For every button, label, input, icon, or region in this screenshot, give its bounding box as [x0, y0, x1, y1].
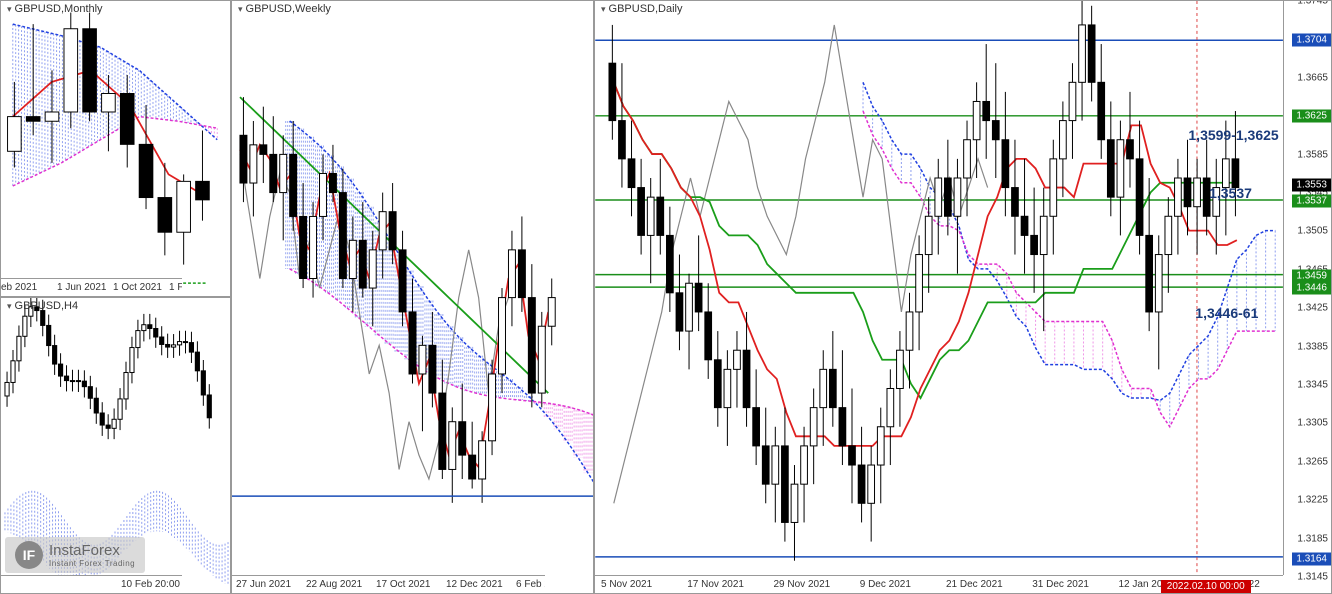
y-tick: 1.3745 — [1297, 0, 1328, 7]
daily-chart — [595, 1, 1331, 593]
price-label: 1.3446 — [1292, 282, 1331, 295]
brand-icon: IF — [15, 541, 43, 569]
brand-name: InstaForex — [49, 542, 120, 559]
y-tick: 1.3665 — [1297, 72, 1328, 83]
x-tick: eb 2021 — [1, 282, 37, 293]
annotation: 1,3599-1,3625 — [1188, 127, 1278, 143]
date-badge: 2022.02.10 00:00 — [1161, 580, 1251, 593]
annotation: 1,3446-61 — [1195, 305, 1258, 321]
price-label: 1.3704 — [1292, 34, 1331, 47]
x-tick: 9 Dec 2021 — [860, 579, 911, 590]
price-label: 1.3537 — [1292, 194, 1331, 207]
y-tick: 1.3505 — [1297, 226, 1328, 237]
h4-x-axis: 10 Feb 20:00 — [1, 575, 182, 593]
x-tick: 27 Jun 2021 — [236, 579, 291, 590]
price-label: 1.3553 — [1292, 179, 1331, 192]
x-tick: 17 Nov 2021 — [687, 579, 744, 590]
weekly-x-axis: 27 Jun 2021 22 Aug 2021 17 Oct 2021 12 Dec … — [232, 575, 545, 593]
x-tick: 5 Nov 2021 — [601, 579, 652, 590]
monthly-panel[interactable]: GBPUSD,Monthly eb 2021 1 Jun 2021 1 Oct 20… — [0, 0, 231, 297]
daily-y-axis: 1.31451.31851.32251.32651.33051.33451.33… — [1283, 1, 1331, 575]
h4-panel[interactable]: GBPUSD,H4 10 Feb 20:00 IF InstaForex Ins… — [0, 297, 231, 594]
y-tick: 1.3345 — [1297, 380, 1328, 391]
x-tick: 17 Oct 2021 — [376, 579, 430, 590]
y-tick: 1.3145 — [1297, 572, 1328, 583]
monthly-chart — [1, 1, 230, 296]
x-tick: 1 Oct 2021 — [113, 282, 162, 293]
h4-title: GBPUSD,H4 — [7, 300, 78, 312]
x-tick: 10 Feb 20:00 — [121, 579, 180, 590]
x-tick: 31 Dec 2021 — [1032, 579, 1089, 590]
monthly-title: GBPUSD,Monthly — [7, 3, 103, 15]
monthly-x-axis: eb 2021 1 Jun 2021 1 Oct 2021 1 Feb 2022 — [1, 278, 182, 296]
y-tick: 1.3385 — [1297, 341, 1328, 352]
price-label: 1.3164 — [1292, 552, 1331, 565]
y-tick: 1.3225 — [1297, 495, 1328, 506]
price-label: 1.3459 — [1292, 269, 1331, 282]
y-tick: 1.3265 — [1297, 456, 1328, 467]
weekly-chart — [232, 1, 593, 593]
watermark: IF InstaForex Instant Forex Trading — [5, 537, 145, 573]
price-label: 1.3625 — [1292, 110, 1331, 123]
x-tick: 29 Nov 2021 — [774, 579, 831, 590]
y-tick: 1.3585 — [1297, 149, 1328, 160]
brand-tagline: Instant Forex Trading — [49, 559, 135, 568]
daily-panel[interactable]: GBPUSD,Daily 1.3145 1.3185 1.3225 1.3265 1.3… — [594, 0, 1332, 594]
annotation: 1,3537 — [1209, 185, 1252, 201]
x-tick: 1 Feb 2022 — [169, 282, 182, 293]
y-tick: 1.3185 — [1297, 533, 1328, 544]
x-tick: 12 Dec 2021 — [446, 579, 503, 590]
weekly-title: GBPUSD,Weekly — [238, 3, 331, 15]
daily-title: GBPUSD,Daily — [601, 3, 683, 15]
y-tick: 1.3425 — [1297, 303, 1328, 314]
x-tick: 21 Dec 2021 — [946, 579, 1003, 590]
x-tick: 6 Feb 2022 — [516, 579, 545, 590]
x-tick: 1 Jun 2021 — [57, 282, 107, 293]
y-tick: 1.3305 — [1297, 418, 1328, 429]
weekly-panel[interactable]: GBPUSD,Weekly 27 Jun 2021 22 Aug 2021 17 O… — [231, 0, 594, 594]
x-tick: 22 Aug 2021 — [306, 579, 362, 590]
